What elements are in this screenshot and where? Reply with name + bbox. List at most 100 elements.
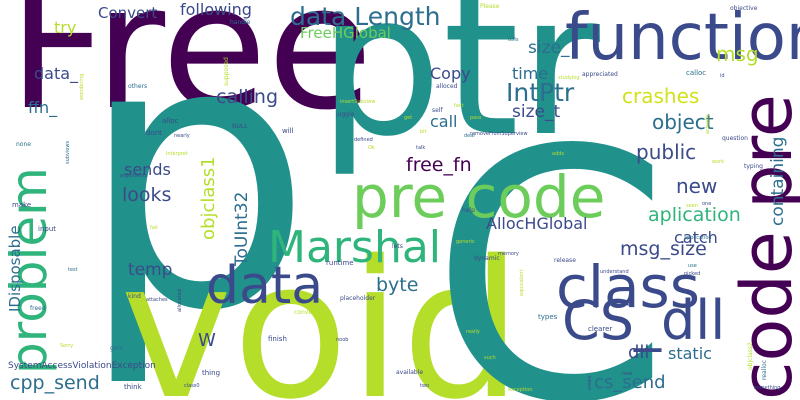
word-cs-send: cs_send bbox=[594, 372, 666, 393]
word-copy: Copy bbox=[430, 64, 471, 83]
word-allocated: allocated bbox=[177, 289, 183, 312]
word-gets: gets bbox=[110, 345, 123, 352]
word-size-t: size_t bbox=[512, 102, 561, 122]
word-time: time bbox=[512, 64, 549, 83]
word-understand: understand bbox=[600, 269, 629, 275]
word-subviews: subviews bbox=[65, 140, 71, 164]
word-handle: handle bbox=[230, 19, 251, 26]
word-now: now bbox=[622, 371, 633, 377]
word-seen: seen bbox=[686, 203, 698, 209]
word-release: release bbox=[554, 257, 576, 264]
word-size-: size_ bbox=[528, 38, 570, 58]
word-wondering: wondering bbox=[79, 73, 85, 100]
word-following: following bbox=[180, 0, 252, 19]
word-touint32: ToUInt32 bbox=[232, 191, 252, 266]
word-calling: calling bbox=[216, 86, 279, 108]
word-msg-size: msg_size bbox=[620, 238, 707, 260]
word-allochglobal: AllocHGlobal bbox=[486, 214, 588, 233]
word-try: try bbox=[54, 18, 77, 37]
word-null: NULL bbox=[232, 123, 248, 130]
word-containing: containing bbox=[768, 136, 788, 226]
word-idisposable: IDisposable bbox=[6, 225, 24, 312]
word-convert: Convert bbox=[98, 4, 158, 22]
word-free-fn: free_fn bbox=[406, 154, 472, 176]
word-data-big: data bbox=[206, 256, 324, 316]
word-objclass1: objclass1 bbox=[198, 156, 219, 240]
word-aplication: aplication bbox=[648, 204, 741, 226]
word-convention: convention bbox=[294, 309, 328, 316]
word-please: Please bbox=[480, 3, 500, 10]
word-id: id bbox=[720, 73, 725, 79]
word-looks: looks bbox=[122, 184, 172, 206]
word-tells: tells bbox=[508, 37, 519, 43]
word-insertsubview: insertSubview bbox=[340, 99, 376, 105]
word-attaches: attaches bbox=[146, 297, 168, 303]
word-data-: data_ bbox=[34, 64, 79, 83]
word-make: make bbox=[12, 201, 32, 209]
word-free: Free bbox=[8, 0, 373, 148]
word-crashes: crashes bbox=[622, 84, 700, 108]
word-cpp-send: cpp_send bbox=[10, 372, 100, 394]
word-supposed: supposed bbox=[223, 57, 230, 86]
word-really: really bbox=[466, 329, 480, 335]
word-realloc: realloc bbox=[761, 359, 768, 380]
word-pre-code: pre code bbox=[352, 163, 606, 231]
word-finish: finish bbox=[268, 335, 287, 343]
word-appreciated: appreciated bbox=[582, 71, 618, 78]
word-dll: dll bbox=[628, 342, 650, 363]
word-runtime: runtime bbox=[326, 259, 354, 267]
word-talk: talk bbox=[416, 145, 426, 151]
word-adds: adds bbox=[552, 151, 565, 157]
word-exception: exception bbox=[508, 387, 533, 393]
word-ptr: ptr bbox=[318, 0, 600, 180]
word-placeholder: placeholder bbox=[340, 295, 376, 302]
word-bit: bit bbox=[420, 129, 427, 135]
word-dont: dont bbox=[146, 129, 162, 137]
word-new: new bbox=[676, 174, 718, 198]
word-freehglobal: FreeHGlobal bbox=[300, 24, 391, 42]
word-something: something bbox=[754, 385, 781, 391]
word-views: views bbox=[587, 375, 593, 390]
word-c: C bbox=[430, 78, 671, 400]
word-w: W bbox=[198, 330, 216, 351]
word-public: public bbox=[636, 140, 697, 164]
word-interpret: interpret bbox=[166, 151, 188, 157]
word-noob: noob bbox=[336, 337, 349, 343]
word-typing: typing bbox=[744, 163, 763, 170]
word-static: static bbox=[668, 344, 712, 363]
word-cs-dll: CS_dll bbox=[562, 289, 726, 352]
word-ok: Ok bbox=[368, 145, 375, 151]
word-equivalent: equivalent bbox=[519, 269, 525, 296]
word-call: call bbox=[430, 112, 458, 131]
word-sysaccess: SystemAccessViolationException bbox=[8, 361, 156, 371]
word-freed: freed bbox=[30, 305, 46, 312]
word-studying: studying bbox=[558, 75, 580, 81]
word-think: think bbox=[124, 383, 142, 391]
word-types: types bbox=[538, 313, 558, 321]
word-input: input bbox=[38, 225, 57, 233]
word-two: two bbox=[420, 383, 430, 389]
word-one: one bbox=[702, 201, 712, 207]
word-self: self bbox=[432, 107, 443, 114]
word-function: function bbox=[565, 1, 800, 75]
word-pass: pass bbox=[470, 115, 482, 121]
word-fail: fail bbox=[150, 225, 158, 231]
word-marshal: Marshal bbox=[268, 222, 442, 273]
word-alloc: alloc bbox=[162, 117, 179, 125]
word-test: test bbox=[68, 267, 78, 273]
word-alloced: alloced bbox=[436, 83, 458, 90]
word-none: none bbox=[16, 141, 31, 148]
word-class: class bbox=[556, 253, 700, 321]
word-will: will bbox=[282, 127, 294, 135]
word-nearly: nearly bbox=[174, 133, 190, 139]
word-application: application bbox=[684, 235, 712, 241]
word-thing: thing bbox=[202, 369, 221, 377]
word-get: get bbox=[404, 115, 413, 121]
word-memory: memory bbox=[498, 251, 519, 257]
word-sorry: Sorry bbox=[60, 343, 74, 349]
word-dynamic: dynamic bbox=[474, 255, 500, 262]
word-sends: sends bbox=[124, 160, 171, 179]
word-clearer: clearer bbox=[588, 325, 613, 333]
word-arguments: arguments bbox=[120, 173, 148, 179]
word-void: void bbox=[120, 220, 523, 400]
